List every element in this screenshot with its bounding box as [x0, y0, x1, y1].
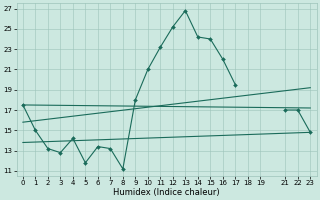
X-axis label: Humidex (Indice chaleur): Humidex (Indice chaleur): [113, 188, 220, 197]
